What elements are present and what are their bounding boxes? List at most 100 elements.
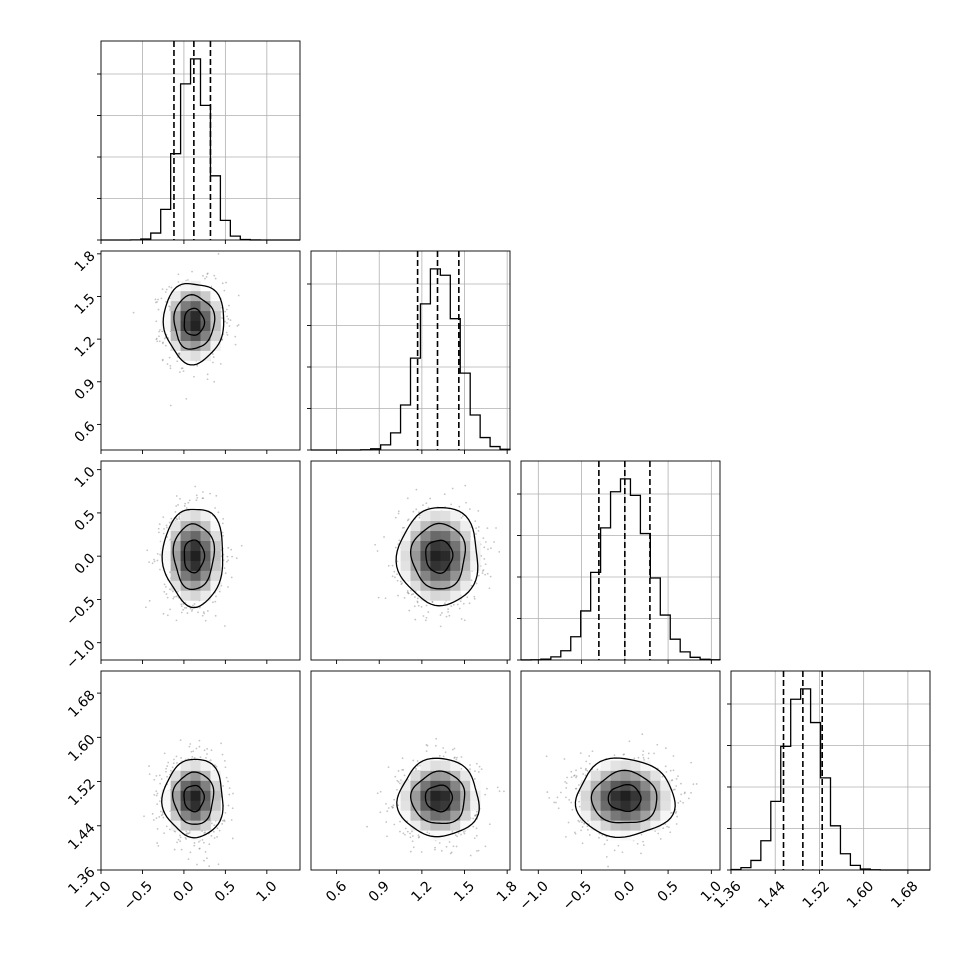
scatter-point xyxy=(168,521,171,524)
scatter-point xyxy=(211,353,214,355)
panel-content xyxy=(374,484,501,628)
density-cell xyxy=(430,580,441,591)
density-cell xyxy=(180,590,191,601)
scatter-point xyxy=(213,837,216,839)
scatter-point xyxy=(469,854,472,857)
scatter-point xyxy=(396,779,399,782)
density-cell xyxy=(450,560,461,571)
density-cell xyxy=(420,560,431,571)
density-cell xyxy=(420,570,431,581)
scatter-point xyxy=(578,784,580,786)
density-cell xyxy=(620,810,631,821)
scatter-point xyxy=(664,823,667,825)
scatter-point xyxy=(203,832,206,834)
density-cell xyxy=(650,780,661,791)
scatter-point xyxy=(203,859,205,862)
scatter-point xyxy=(163,832,166,835)
scatter-point xyxy=(418,511,420,514)
density-cell xyxy=(600,810,611,821)
density-cell xyxy=(640,770,651,781)
density-cell xyxy=(640,760,651,771)
density-cell xyxy=(630,780,641,791)
density-cell xyxy=(420,770,431,781)
scatter-point xyxy=(162,516,165,519)
density-cell xyxy=(210,320,221,331)
scatter-point xyxy=(581,826,584,828)
scatter-point xyxy=(473,595,476,598)
x-tick-label: 1.2 xyxy=(408,878,435,905)
x-tick-label: 1.5 xyxy=(451,878,478,905)
panel-border xyxy=(100,40,301,241)
scatter-point xyxy=(642,840,644,843)
contour-line-0 xyxy=(183,784,205,813)
scatter-point xyxy=(577,819,580,822)
scatter-point xyxy=(475,827,478,830)
density-cell xyxy=(190,560,201,571)
density-cell xyxy=(190,800,201,811)
scatter-point xyxy=(210,834,213,837)
scatter-point xyxy=(580,829,582,832)
scatter-point xyxy=(459,600,462,603)
density-cell xyxy=(590,790,601,801)
scatter-point xyxy=(468,602,471,605)
density-cell xyxy=(610,830,621,841)
scatter-point xyxy=(165,767,168,770)
scatter-point xyxy=(158,335,160,338)
scatter-point xyxy=(213,274,216,277)
scatter-point xyxy=(234,343,237,346)
density-cell xyxy=(160,320,172,331)
scatter-point xyxy=(223,625,226,627)
density-cell xyxy=(190,300,201,312)
scatter-point xyxy=(623,753,626,756)
scatter-point xyxy=(396,579,399,582)
density-cell xyxy=(410,570,421,581)
scatter-point xyxy=(230,548,233,551)
density-cell xyxy=(200,340,211,351)
scatter-point xyxy=(596,768,599,771)
scatter-point xyxy=(210,749,213,752)
scatter-point xyxy=(177,273,180,276)
scatter-point xyxy=(441,612,443,614)
scatter-point xyxy=(216,827,219,830)
scatter-point xyxy=(417,836,420,839)
scatter-point xyxy=(409,832,411,835)
scatter-point xyxy=(565,782,568,785)
scatter-point xyxy=(391,806,394,809)
scatter-point xyxy=(213,380,216,383)
scatter-point xyxy=(237,323,240,326)
density-cell xyxy=(200,790,211,801)
scatter-point xyxy=(484,793,487,796)
scatter-point xyxy=(198,745,201,748)
scatter-point xyxy=(159,553,161,556)
density-cell xyxy=(630,830,641,841)
scatter-point xyxy=(692,783,695,786)
scatter-point xyxy=(176,518,179,521)
scatter-point xyxy=(175,619,178,622)
density-cell xyxy=(470,560,481,571)
scatter-panel-2-1 xyxy=(310,460,511,661)
density-cell xyxy=(430,510,441,522)
scatter-point xyxy=(659,838,662,840)
density-cell xyxy=(190,510,201,522)
scatter-point xyxy=(642,756,645,759)
density-cell xyxy=(210,530,221,541)
density-cell xyxy=(200,580,211,591)
scatter-point xyxy=(215,595,217,598)
scatter-point xyxy=(201,614,204,617)
scatter-point xyxy=(153,560,156,563)
scatter-point xyxy=(132,311,135,314)
scatter-point xyxy=(213,824,216,827)
density-cell xyxy=(440,810,451,821)
scatter-point xyxy=(477,574,480,577)
scatter-point xyxy=(398,539,401,542)
scatter-point xyxy=(407,518,410,521)
scatter-point xyxy=(409,850,412,853)
scatter-point xyxy=(664,747,667,750)
scatter-point xyxy=(676,815,679,818)
scatter-point xyxy=(482,537,485,540)
scatter-point xyxy=(158,330,161,333)
scatter-point xyxy=(483,558,486,560)
scatter-point xyxy=(379,811,382,814)
